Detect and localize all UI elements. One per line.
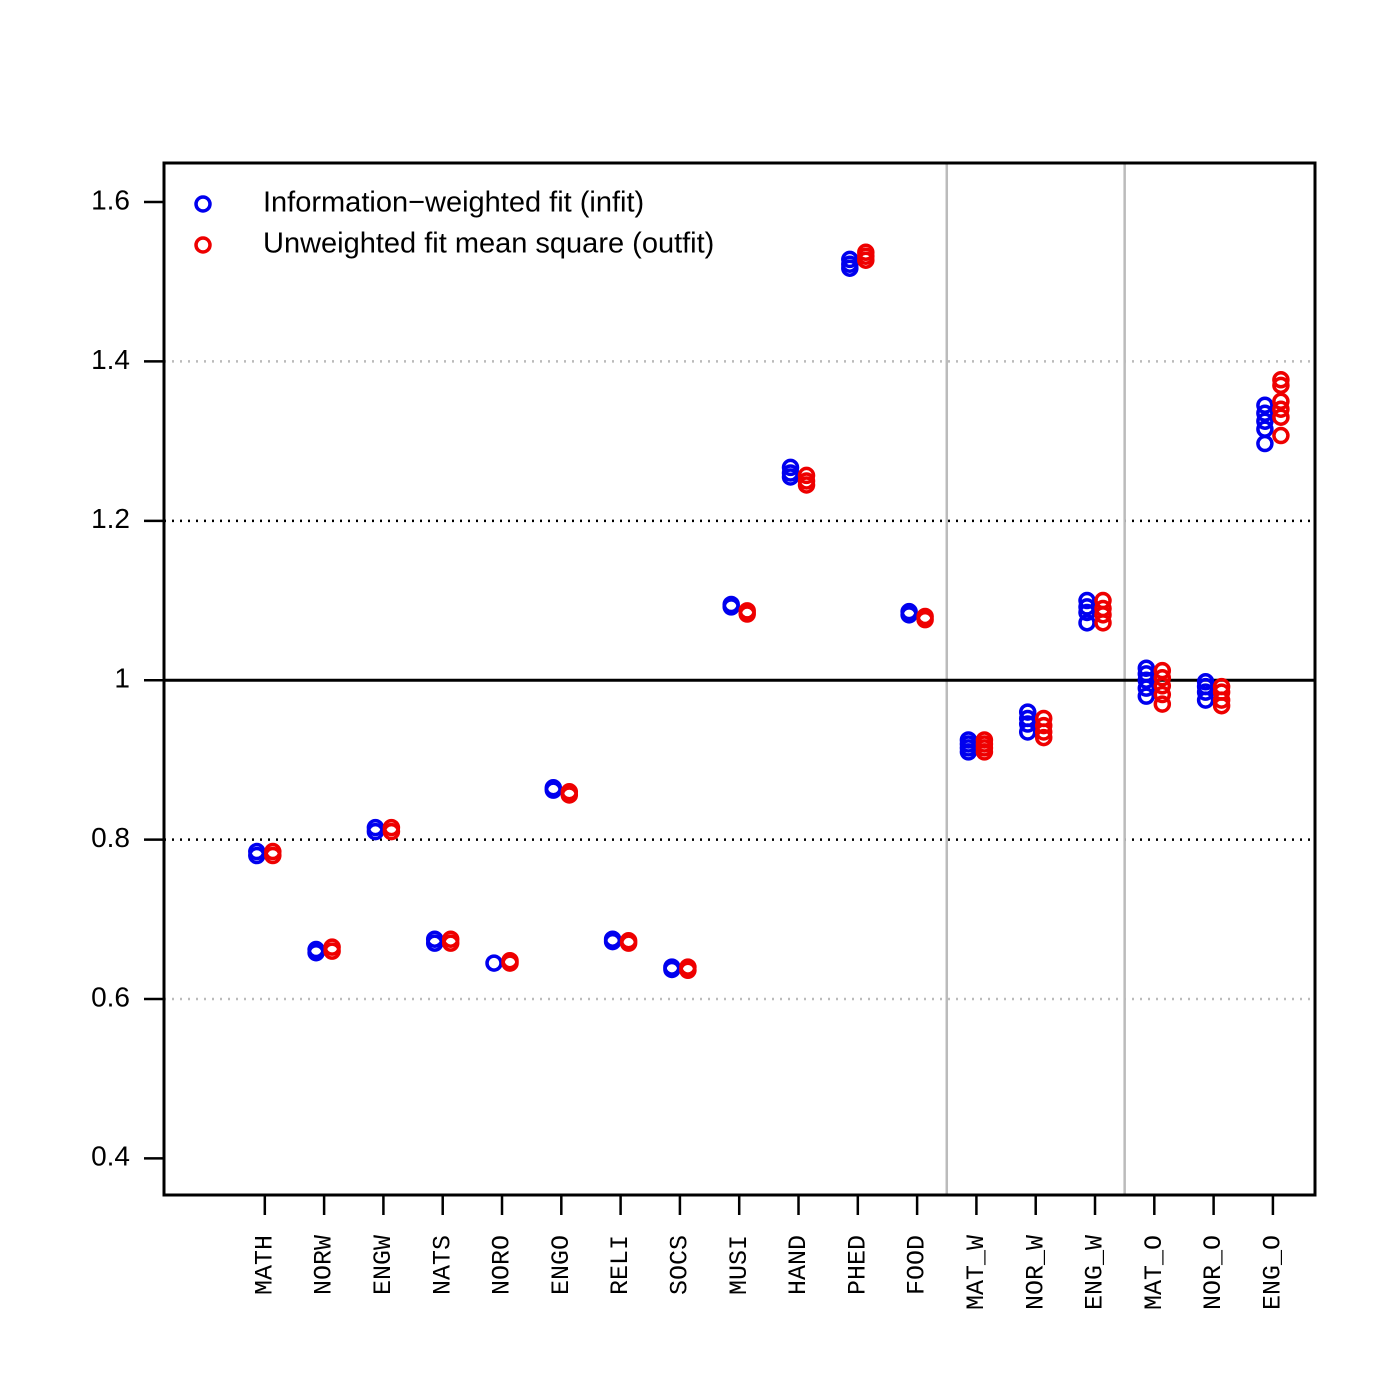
point: [1272, 376, 1290, 395]
point: [501, 951, 519, 970]
legend-label: Unweighted fit mean square (outfit): [263, 228, 714, 260]
y-tick-label: 0.4: [91, 1141, 130, 1172]
point: [248, 842, 266, 861]
y-tick-label: 0.8: [91, 822, 130, 853]
point: [916, 607, 934, 626]
x-tick-label: ENG_O: [1259, 1235, 1288, 1310]
y-tick-label: 1: [114, 663, 130, 694]
point: [1034, 709, 1053, 728]
point: [1094, 599, 1112, 618]
point: [323, 938, 341, 956]
point: [560, 783, 579, 801]
point: [679, 958, 697, 976]
point: [1078, 591, 1096, 610]
point: [1272, 408, 1290, 426]
point: [1256, 404, 1274, 422]
point: [1137, 665, 1156, 683]
x-tick-label: NORO: [488, 1235, 517, 1295]
x-tick-label: PHED: [843, 1235, 872, 1295]
x-tick-label: MATH: [250, 1235, 279, 1295]
point: [738, 602, 756, 620]
point: [1034, 728, 1053, 747]
point: [722, 595, 740, 614]
point: [1196, 683, 1215, 701]
x-tick-label: FOOD: [903, 1235, 932, 1295]
point: [781, 464, 800, 482]
point: [1272, 392, 1290, 411]
legend-label: Information−weighted fit (infit): [263, 187, 644, 219]
point: [781, 458, 800, 477]
point: [382, 818, 401, 837]
legend-marker: [194, 195, 212, 213]
x-tick-label: MAT_O: [1140, 1235, 1169, 1310]
point: [1078, 614, 1096, 632]
legend-marker: [194, 236, 212, 254]
point: [619, 932, 638, 950]
x-tick-label: NATS: [428, 1235, 457, 1295]
plot-frame: [162, 161, 1317, 1197]
point: [1078, 598, 1096, 616]
point: [1094, 591, 1112, 610]
point: [1034, 716, 1053, 735]
point: [1212, 677, 1231, 696]
point: [1272, 426, 1290, 445]
x-tick-label: ENG_W: [1081, 1235, 1110, 1310]
point: [1153, 661, 1172, 680]
x-tick-label: NOR_O: [1199, 1235, 1228, 1310]
point: [1212, 683, 1231, 701]
x-tick-label: RELI: [606, 1235, 635, 1295]
point: [1137, 659, 1156, 677]
y-tick-label: 1.6: [91, 184, 130, 215]
point: [1018, 709, 1037, 728]
point: [544, 779, 563, 797]
point: [366, 818, 385, 837]
point: [857, 243, 875, 262]
point: [425, 930, 444, 948]
point: [900, 602, 918, 621]
point: [797, 472, 816, 490]
point: [485, 954, 503, 972]
point: [264, 842, 282, 861]
y-tick-label: 0.6: [91, 981, 130, 1012]
point: [1078, 603, 1096, 622]
point: [1137, 687, 1156, 705]
point: [1018, 715, 1037, 733]
point: [1153, 695, 1172, 713]
point: [959, 731, 978, 749]
y-tick-label: 1.2: [91, 503, 130, 534]
point: [441, 930, 460, 948]
point: [1256, 434, 1274, 453]
x-tick-label: MAT_W: [962, 1235, 991, 1310]
x-tick-label: ENGO: [547, 1235, 576, 1295]
point: [1256, 412, 1274, 430]
point: [603, 930, 622, 948]
x-tick-label: HAND: [784, 1235, 813, 1295]
point: [663, 958, 681, 976]
point: [1018, 703, 1037, 721]
point: [1256, 420, 1274, 438]
x-tick-label: NORW: [310, 1235, 339, 1295]
point: [975, 731, 994, 749]
x-tick-label: SOCS: [666, 1235, 695, 1295]
x-tick-label: ENGW: [369, 1235, 398, 1295]
x-tick-label: NOR_W: [1021, 1235, 1050, 1310]
point: [1272, 400, 1290, 418]
point: [1272, 371, 1290, 389]
point: [1137, 671, 1156, 689]
point: [1153, 685, 1172, 704]
point: [797, 466, 816, 485]
point: [1196, 673, 1215, 691]
x-tick-label: MUSI: [725, 1235, 754, 1295]
point: [841, 250, 859, 269]
y-tick-label: 1.4: [91, 344, 130, 375]
point: [1153, 669, 1172, 687]
point: [1256, 396, 1274, 415]
point: [307, 940, 325, 959]
